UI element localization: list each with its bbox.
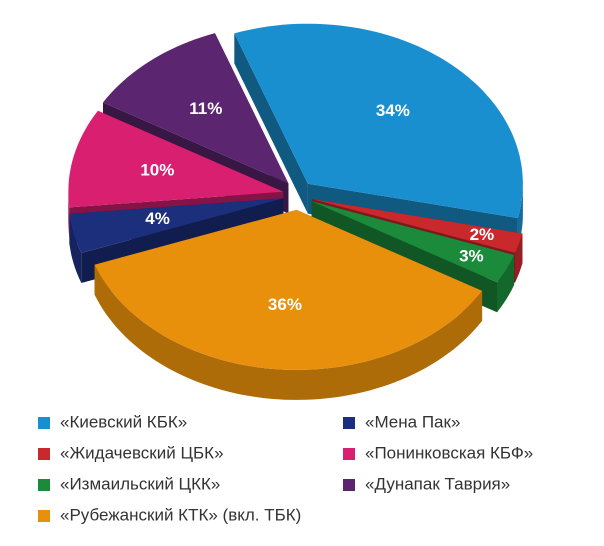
value-label: 10% [140,161,174,180]
legend-swatch [343,479,355,491]
legend-swatch [343,448,355,460]
slice [234,23,523,219]
legend-swatch [38,448,50,460]
value-label: 3% [459,246,484,265]
legend-label: «Измаильский ЦКК» [60,474,220,493]
slice [94,209,483,370]
slice-wall [497,255,515,313]
slice [68,110,284,208]
legend-label: «Дунапак Таврия» [365,474,510,493]
slice-side [234,33,308,214]
slice-wall [69,213,82,283]
value-label: 36% [268,295,302,314]
legend-swatch [38,479,50,491]
legend-label: «Жидачевский ЦБК» [60,443,224,462]
value-label: 4% [145,209,170,228]
slice-wall [517,183,523,249]
value-label: 2% [470,225,495,244]
slice [312,199,523,253]
legend-label: «Мена Пак» [365,412,460,431]
legend-swatch [38,417,50,429]
legend-label: «Рубежанский КТК» (вкл. ТБК) [60,505,301,524]
legend: «Киевский КБК» «Жидачевский ЦБК» «Измаильс… [38,412,533,524]
slice-wall [94,264,483,400]
value-label: 11% [189,99,222,118]
slice-wall [515,233,523,283]
slice [69,198,284,253]
slice-wall [68,191,70,238]
slice [311,201,515,283]
legend-swatch [343,417,355,429]
pie [68,23,523,400]
legend-label: «Киевский КБК» [60,412,187,431]
slice [103,33,289,184]
value-label: 34% [376,101,410,120]
legend-swatch [38,510,50,522]
legend-label: «Понинковская КБФ» [365,443,533,462]
